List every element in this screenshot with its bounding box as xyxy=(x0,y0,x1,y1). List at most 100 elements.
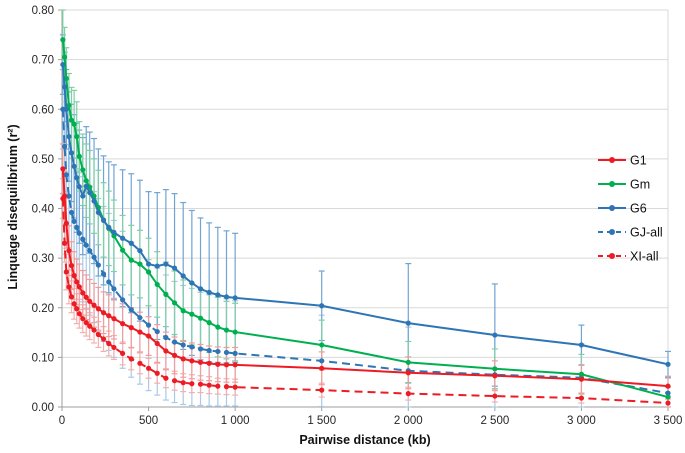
data-point xyxy=(63,269,69,275)
x-tick-label: 3 000 xyxy=(567,415,596,427)
data-point xyxy=(189,344,195,350)
data-point xyxy=(61,54,68,60)
data-point xyxy=(91,327,97,333)
x-tick-label: 2 500 xyxy=(480,415,509,427)
data-point xyxy=(128,307,134,313)
data-point xyxy=(111,344,117,351)
data-point xyxy=(68,117,75,123)
data-point xyxy=(74,133,80,140)
gridlines xyxy=(62,9,669,408)
data-point xyxy=(95,262,101,268)
data-point xyxy=(111,229,117,235)
data-point xyxy=(215,292,221,298)
data-point xyxy=(137,315,143,321)
data-point xyxy=(87,190,93,196)
legend-label: G6 xyxy=(630,202,647,216)
y-axis-tick-labels: 0.00 0.10 0.20 0.30 0.40 0.50 0.60 0.70 0.80 xyxy=(32,5,54,414)
series-line-xi-all xyxy=(61,198,669,405)
data-point xyxy=(76,230,82,236)
legend-label: G1 xyxy=(630,154,647,168)
x-axis-title: Pairwise distance (kb) xyxy=(299,433,431,447)
legend-label: GJ-all xyxy=(630,226,663,240)
legend-swatch-marker xyxy=(609,205,615,211)
data-point xyxy=(66,193,72,199)
legend-item-xi-all: XI-all xyxy=(598,250,658,264)
data-point xyxy=(83,178,89,184)
legend-item-g6: G6 xyxy=(598,202,647,216)
data-point xyxy=(223,349,230,356)
data-point xyxy=(405,320,411,326)
y-axis-title: Linquage disequilibrium (r²) xyxy=(6,124,20,290)
data-point xyxy=(171,352,178,358)
data-point xyxy=(665,394,671,400)
x-tick-label: 3 500 xyxy=(654,415,683,427)
data-point xyxy=(319,358,325,364)
data-point xyxy=(171,378,178,384)
data-point xyxy=(189,381,195,387)
data-point xyxy=(189,280,195,286)
data-point xyxy=(206,347,212,354)
data-point xyxy=(66,133,72,140)
series-gj-all xyxy=(60,106,671,396)
data-point xyxy=(74,279,80,285)
data-point xyxy=(60,166,66,172)
data-point xyxy=(71,301,77,307)
data-point xyxy=(128,240,134,246)
data-point xyxy=(145,269,152,275)
y-tick-label: 0.10 xyxy=(32,352,54,364)
data-point xyxy=(74,224,80,230)
data-point xyxy=(206,289,212,295)
data-point xyxy=(71,121,77,127)
data-point xyxy=(106,279,112,285)
data-point xyxy=(223,327,230,333)
legend-label: XI-all xyxy=(630,250,658,264)
data-point xyxy=(74,175,80,181)
y-tick-label: 0.70 xyxy=(32,55,54,67)
data-point xyxy=(60,37,66,43)
data-point xyxy=(83,242,89,248)
data-point xyxy=(665,400,671,406)
data-point xyxy=(80,193,86,199)
data-point xyxy=(319,303,325,309)
data-point xyxy=(665,390,671,396)
data-point xyxy=(60,61,66,68)
data-point xyxy=(206,360,212,366)
data-point xyxy=(232,329,238,335)
y-tick-label: 0.60 xyxy=(32,104,54,116)
data-point xyxy=(111,286,117,292)
data-point xyxy=(100,217,107,224)
data-point xyxy=(180,308,186,314)
data-point xyxy=(319,365,325,371)
legend-swatch-marker xyxy=(609,253,615,259)
data-point xyxy=(106,340,112,347)
data-point xyxy=(189,358,195,364)
series-line-gm xyxy=(61,39,669,399)
data-point xyxy=(128,356,134,362)
data-point xyxy=(145,333,152,339)
data-point xyxy=(68,294,75,300)
y-tick-label: 0.00 xyxy=(32,402,54,414)
axes xyxy=(58,9,669,411)
legend-label: Gm xyxy=(630,178,650,192)
data-point xyxy=(80,290,86,296)
data-point xyxy=(180,356,186,362)
x-tick-label: 500 xyxy=(139,415,158,427)
data-point xyxy=(83,320,89,326)
data-point xyxy=(91,302,97,308)
data-point xyxy=(163,261,169,267)
series-g1 xyxy=(60,166,671,389)
data-point xyxy=(120,297,126,303)
data-point xyxy=(74,306,80,312)
data-point xyxy=(63,220,69,226)
legend: G1 Gm G6 GJ-all XI-all xyxy=(598,154,663,264)
data-point xyxy=(120,321,126,327)
data-point xyxy=(232,350,238,357)
data-point xyxy=(120,235,126,241)
data-point xyxy=(223,294,230,300)
data-point xyxy=(111,316,117,322)
y-tick-label: 0.80 xyxy=(32,5,54,17)
data-point xyxy=(215,383,221,389)
legend-swatch-marker xyxy=(609,181,615,187)
data-point xyxy=(319,387,325,393)
